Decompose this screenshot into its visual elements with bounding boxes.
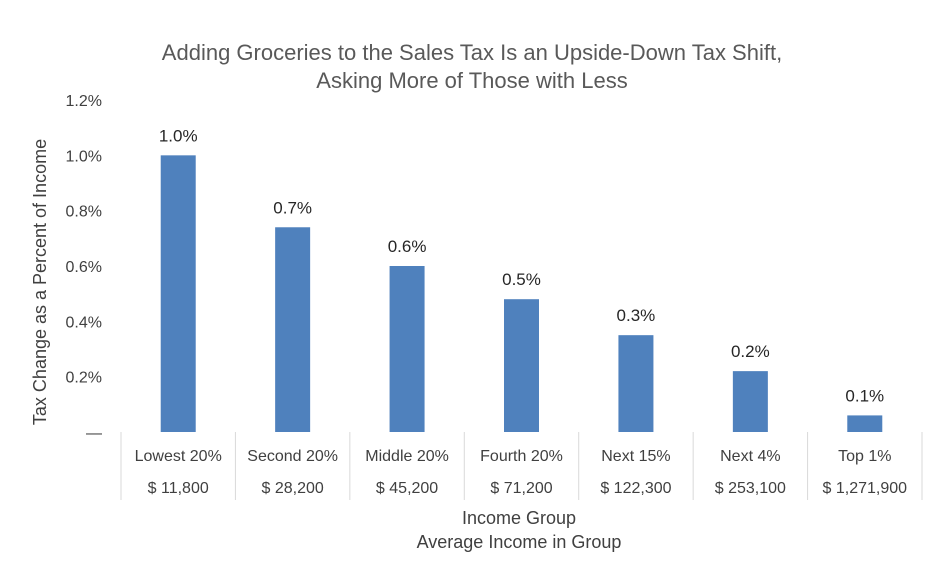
x-tick-average-income: $ 45,200: [376, 480, 438, 497]
bar: [504, 299, 539, 432]
x-tick-average-income: $ 122,300: [600, 480, 671, 497]
y-axis-ticks: — 0.2% 0.4% 0.6% 0.8% 1.0% 1.2%: [66, 93, 102, 442]
data-labels: 1.0% 0.7% 0.6% 0.5% 0.3% 0.2% 0.1%: [159, 126, 884, 405]
x-tick-label: Middle 20%: [365, 448, 449, 465]
data-label: 0.3%: [617, 306, 656, 325]
bar: [732, 371, 768, 432]
y-tick-label: —: [86, 425, 102, 442]
bars: [160, 155, 883, 433]
x-tick-label: Next 15%: [601, 448, 670, 465]
x-axis-label: Income Group Average Income in Group: [417, 508, 622, 552]
data-label: 0.2%: [731, 342, 770, 361]
x-tick-label: Top 1%: [838, 448, 891, 465]
x-tick-average-income: $ 1,271,900: [823, 480, 908, 497]
data-label: 1.0%: [159, 126, 198, 145]
y-axis-label: Tax Change as a Percent of Income: [30, 139, 50, 425]
y-tick-label: 0.4%: [66, 314, 102, 331]
bar: [847, 415, 883, 432]
chart-title-line-1: Adding Groceries to the Sales Tax Is an …: [162, 40, 782, 65]
x-tick-label: Fourth 20%: [480, 448, 563, 465]
x-tick-average-income: $ 28,200: [262, 480, 324, 497]
bar: [618, 335, 654, 432]
data-label: 0.1%: [845, 386, 884, 405]
y-tick-label: 0.8%: [66, 204, 102, 221]
chart-title-line-2: Asking More of Those with Less: [316, 68, 627, 93]
x-tick-label: Lowest 20%: [135, 448, 222, 465]
x-tick-average-income: $ 71,200: [490, 480, 552, 497]
data-label: 0.6%: [388, 237, 427, 256]
x-tick-label: Second 20%: [247, 448, 338, 465]
x-tick-average-income: $ 11,800: [148, 480, 209, 497]
bar: [160, 155, 196, 433]
x-tick-label: Next 4%: [720, 448, 780, 465]
x-axis-label-line-2: Average Income in Group: [417, 532, 622, 552]
x-axis-label-line-1: Income Group: [462, 508, 576, 528]
data-label: 0.7%: [273, 198, 312, 217]
x-axis-category-table: Lowest 20% $ 11,800 Second 20% $ 28,200 Midd…: [120, 432, 923, 500]
x-tick-average-income: $ 253,100: [715, 480, 786, 497]
bar: [275, 227, 311, 432]
bar: [389, 266, 425, 432]
y-tick-label: 1.0%: [66, 148, 102, 165]
y-tick-label: 0.6%: [66, 259, 102, 276]
y-tick-label: 0.2%: [66, 370, 102, 387]
y-tick-label: 1.2%: [66, 93, 102, 110]
chart-title: Adding Groceries to the Sales Tax Is an …: [162, 40, 782, 93]
data-label: 0.5%: [502, 270, 541, 289]
